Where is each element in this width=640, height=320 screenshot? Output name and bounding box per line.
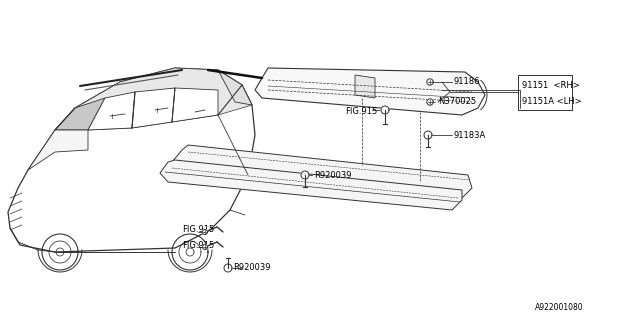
Polygon shape (172, 88, 218, 122)
Text: 91151  <RH>: 91151 <RH> (522, 81, 580, 90)
Polygon shape (355, 75, 375, 98)
Polygon shape (55, 98, 105, 130)
Polygon shape (301, 171, 309, 179)
Polygon shape (427, 99, 433, 105)
Polygon shape (28, 130, 88, 170)
Polygon shape (202, 244, 207, 250)
Polygon shape (381, 106, 389, 114)
Polygon shape (160, 160, 462, 210)
Text: R920039: R920039 (314, 172, 351, 180)
Polygon shape (132, 88, 175, 128)
Text: 91183A: 91183A (454, 131, 486, 140)
Polygon shape (424, 131, 432, 139)
Polygon shape (172, 145, 472, 198)
Polygon shape (255, 68, 485, 115)
Text: 91186: 91186 (454, 77, 481, 86)
Polygon shape (218, 70, 252, 105)
Text: 91151A <LH>: 91151A <LH> (522, 98, 582, 107)
Text: A922001080: A922001080 (535, 303, 584, 313)
Polygon shape (224, 264, 232, 272)
Polygon shape (75, 68, 252, 130)
Polygon shape (427, 79, 433, 85)
Text: FIG.915: FIG.915 (182, 241, 214, 250)
Text: N370025: N370025 (438, 98, 476, 107)
Polygon shape (8, 68, 255, 252)
Polygon shape (88, 92, 135, 130)
Text: FIG.915: FIG.915 (182, 226, 214, 235)
Text: R920039: R920039 (233, 263, 271, 273)
Polygon shape (202, 229, 207, 235)
Text: FIG.915: FIG.915 (345, 108, 377, 116)
